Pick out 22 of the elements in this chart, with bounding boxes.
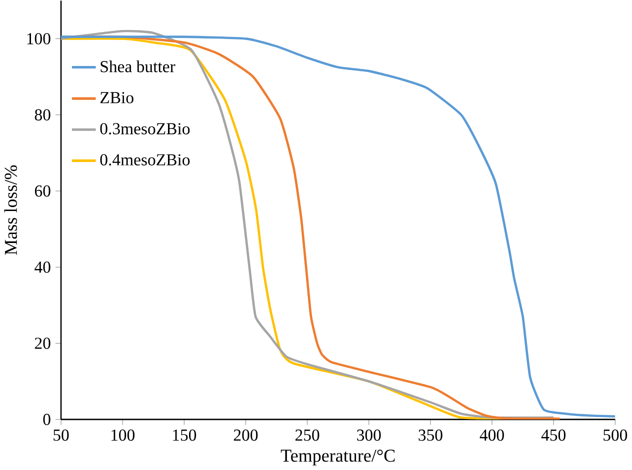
x-tick-label: 400 <box>480 430 504 441</box>
y-tick-label: 80 <box>34 109 50 121</box>
legend-label: 0.3mesoZBio <box>100 123 190 135</box>
y-tick-label: 40 <box>34 262 50 273</box>
y-axis-title: Mass loss/% <box>4 166 18 255</box>
y-tick-label: 60 <box>34 186 50 197</box>
x-tick-label: 500 <box>604 430 628 441</box>
x-tick-label: 350 <box>418 430 442 441</box>
y-tick-label: 0 <box>43 414 50 426</box>
x-tick-label: 250 <box>295 430 320 441</box>
legend-label: Shea butter <box>100 60 176 72</box>
x-tick-label: 100 <box>112 430 134 441</box>
legend-label: 0.4mesoZBio <box>100 154 190 166</box>
x-tick-label: 150 <box>173 430 196 441</box>
x-axis-title: Temperature/°C <box>280 450 395 466</box>
x-tick-label: 450 <box>541 430 566 441</box>
y-tick-label: 20 <box>34 338 50 350</box>
legend-label: ZBio <box>100 92 134 104</box>
x-tick-label: 50 <box>54 430 69 441</box>
x-tick-label: 300 <box>357 430 381 441</box>
x-tick-label: 200 <box>234 430 258 441</box>
y-tick-label: 100 <box>27 33 50 44</box>
